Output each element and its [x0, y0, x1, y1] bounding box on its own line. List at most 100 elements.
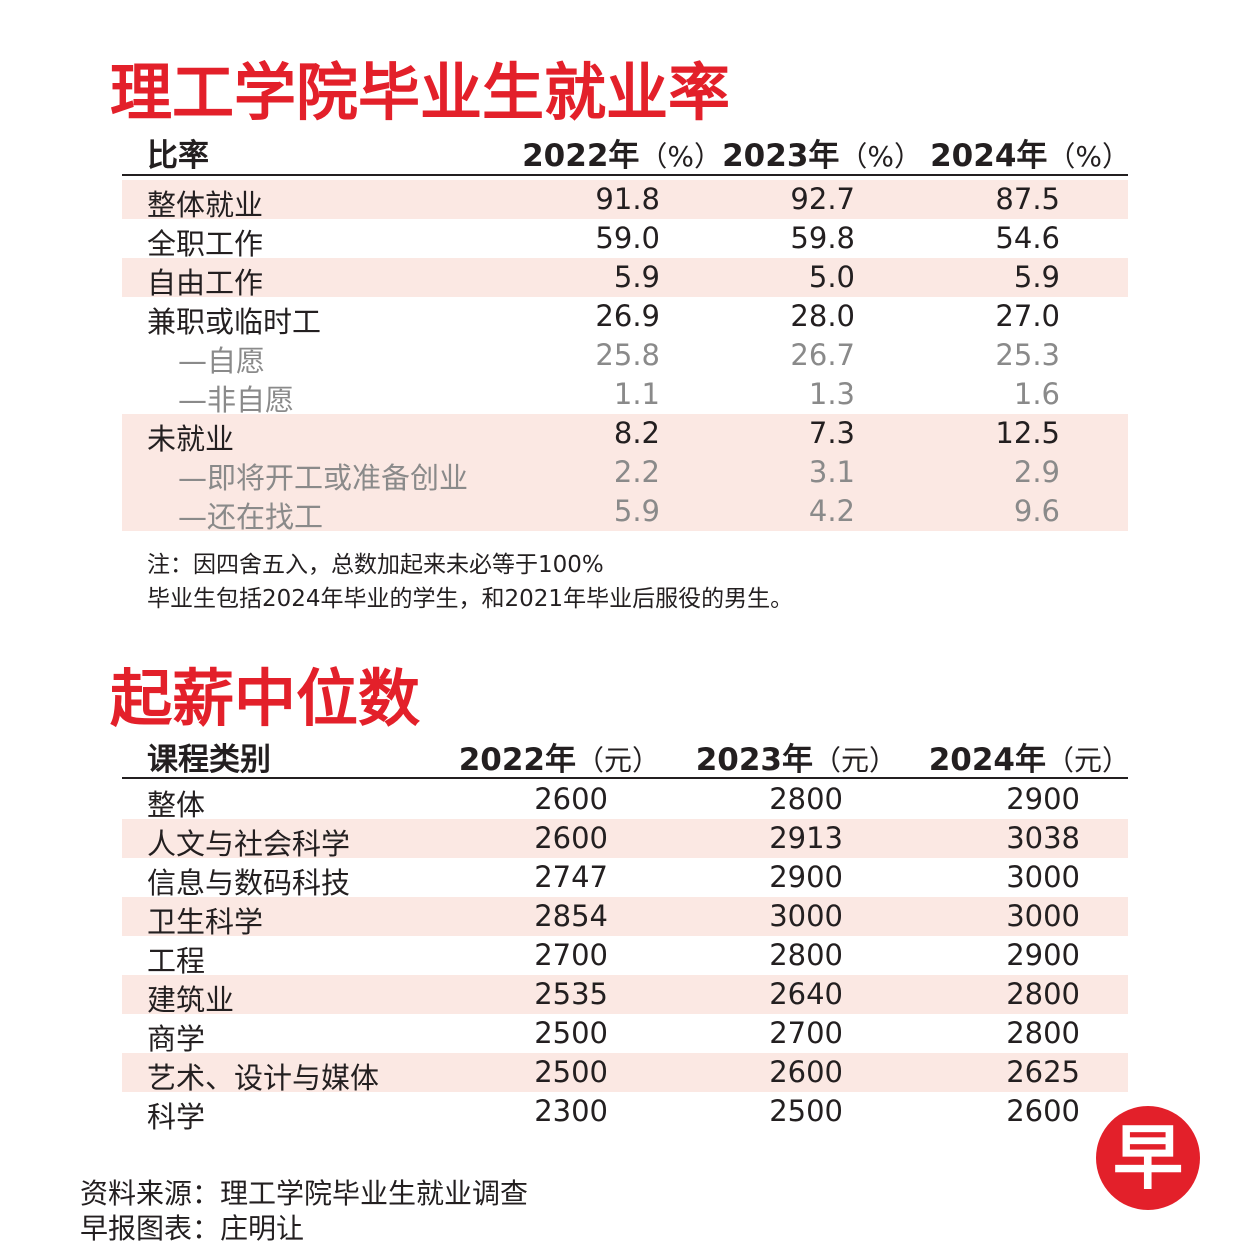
row-shade: [122, 975, 1128, 1014]
cell-value: 54.6: [995, 221, 1060, 255]
column-header: 2024年（%）: [930, 130, 1130, 175]
row-label: —自愿: [178, 344, 266, 378]
table-title: 理工学院毕业生就业率: [110, 56, 731, 129]
header-unit: （%）: [1047, 140, 1130, 173]
header-unit: （元）: [575, 744, 660, 777]
row-shade: [122, 258, 1128, 297]
column-header: 2023年（%）: [722, 130, 922, 175]
header-year: 2023年: [722, 138, 840, 174]
column-header: 课程类别: [147, 742, 271, 778]
cell-value: 7.3: [808, 416, 855, 450]
header-unit: （元）: [1045, 744, 1130, 777]
header-rule: [122, 777, 1128, 779]
cell-value: 2.9: [1013, 455, 1060, 489]
cell-value: 1.1: [613, 377, 660, 411]
cell-value: 2800: [769, 782, 843, 816]
cell-value: 3000: [1006, 860, 1080, 894]
cell-value: 26.7: [790, 338, 855, 372]
header-year: 2022年: [458, 742, 576, 778]
column-header: 2024年（元）: [929, 734, 1130, 779]
cell-value: 2747: [534, 860, 608, 894]
row-label: 科学: [147, 1100, 206, 1134]
row-shade: [122, 453, 1128, 492]
cell-value: 2800: [769, 938, 843, 972]
cell-value: 26.9: [595, 299, 660, 333]
cell-value: 3000: [769, 899, 843, 933]
column-header: 2022年（%）: [522, 130, 722, 175]
cell-value: 2700: [534, 938, 608, 972]
cell-value: 12.5: [995, 416, 1060, 450]
row-label: 未就业: [147, 422, 235, 456]
credit: 早报图表：庄明让: [80, 1212, 305, 1245]
row-label: —还在找工: [178, 500, 324, 534]
cell-value: 2800: [1006, 1016, 1080, 1050]
cell-value: 5.9: [613, 494, 660, 528]
cell-value: 2500: [769, 1094, 843, 1128]
row-shade: [122, 897, 1128, 936]
cell-value: 92.7: [790, 182, 855, 216]
column-header: 比率: [147, 138, 209, 174]
header-year: 2023年: [695, 742, 813, 778]
cell-value: 8.2: [613, 416, 660, 450]
cell-value: 2900: [1006, 782, 1080, 816]
header-year: 2022年: [522, 138, 640, 174]
source: 资料来源：理工学院毕业生就业调查: [80, 1177, 529, 1210]
cell-value: 87.5: [995, 182, 1060, 216]
cell-value: 27.0: [995, 299, 1060, 333]
table-title: 起薪中位数: [110, 662, 421, 735]
row-label: 人文与社会科学: [147, 827, 351, 861]
cell-value: 2800: [1006, 977, 1080, 1011]
row-label: 工程: [147, 944, 206, 978]
header-rule: [122, 174, 1128, 176]
cell-value: 2600: [534, 782, 608, 816]
header-unit: （元）: [812, 744, 897, 777]
cell-value: 1.3: [808, 377, 855, 411]
cell-value: 2.2: [613, 455, 660, 489]
row-label: 商学: [147, 1022, 206, 1056]
row-label: —即将开工或准备创业: [178, 461, 469, 495]
row-label: 自由工作: [147, 266, 264, 300]
row-shade: [122, 819, 1128, 858]
cell-value: 2600: [534, 821, 608, 855]
cell-value: 2900: [769, 860, 843, 894]
row-label: 整体: [147, 788, 206, 822]
cell-value: 25.3: [995, 338, 1060, 372]
cell-value: 2300: [534, 1094, 608, 1128]
column-header: 2022年（元）: [459, 734, 660, 779]
cell-value: 2625: [1006, 1055, 1080, 1089]
row-label: —非自愿: [178, 383, 295, 417]
row-label: 兼职或临时工: [147, 305, 322, 339]
header-year: 2024年: [930, 138, 1048, 174]
cell-value: 3.1: [808, 455, 855, 489]
row-shade: [122, 1053, 1128, 1092]
cell-value: 2640: [769, 977, 843, 1011]
cell-value: 2854: [534, 899, 608, 933]
cell-value: 59.8: [790, 221, 855, 255]
row-shade: [122, 414, 1128, 453]
row-label: 卫生科学: [147, 905, 264, 939]
cell-value: 5.9: [613, 260, 660, 294]
cell-value: 9.6: [1013, 494, 1060, 528]
cell-value: 2535: [534, 977, 608, 1011]
logo: 早: [1096, 1106, 1200, 1210]
cell-value: 3038: [1006, 821, 1080, 855]
note: 毕业生包括2024年毕业的学生，和2021年毕业后服役的男生。: [147, 586, 794, 612]
cell-value: 5.0: [808, 260, 855, 294]
cell-value: 1.6: [1013, 377, 1060, 411]
cell-value: 3000: [1006, 899, 1080, 933]
cell-value: 59.0: [595, 221, 660, 255]
cell-value: 2700: [769, 1016, 843, 1050]
row-shade: [122, 492, 1128, 531]
cell-value: 2913: [769, 821, 843, 855]
cell-value: 5.9: [1013, 260, 1060, 294]
cell-value: 2900: [1006, 938, 1080, 972]
cell-value: 2500: [534, 1016, 608, 1050]
row-label: 整体就业: [147, 188, 264, 222]
row-shade: [122, 180, 1128, 219]
row-label: 全职工作: [147, 227, 264, 261]
header-year: 2024年: [928, 742, 1046, 778]
cell-value: 91.8: [595, 182, 660, 216]
row-label: 艺术、设计与媒体: [147, 1061, 380, 1095]
header-unit: （%）: [639, 140, 722, 173]
